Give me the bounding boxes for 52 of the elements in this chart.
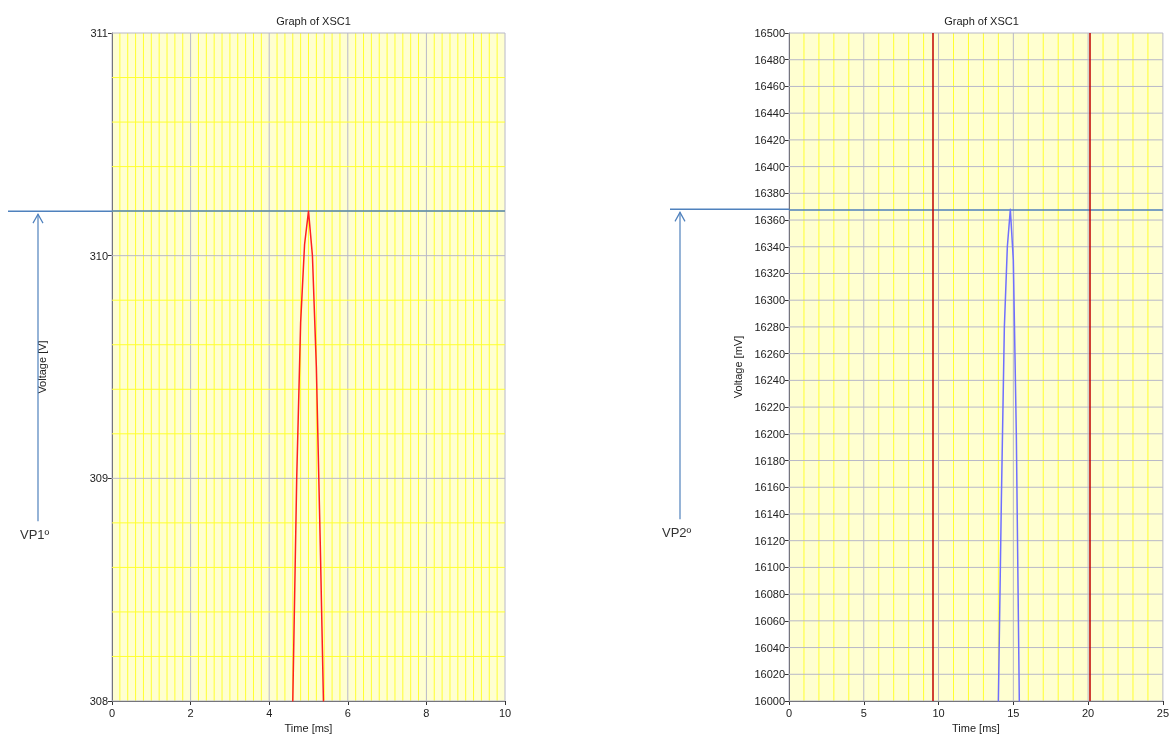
y-tick-label: 311	[90, 27, 108, 39]
x-tick-label: 10	[498, 706, 512, 719]
y-tick-label: 16160	[754, 481, 785, 494]
y-tick-label: 16120	[754, 534, 785, 547]
y-tick-label: 310	[89, 249, 108, 262]
chart-title: Graph of XSC1	[276, 14, 351, 27]
y-tick-label: 16100	[754, 561, 785, 574]
x-axis-title: Time [ms]	[284, 722, 333, 735]
y-axis-title: Voltage [V]	[35, 340, 48, 394]
y-tick-label: 16040	[754, 641, 785, 654]
line-series	[997, 208, 1021, 702]
x-tick-label: 2	[187, 706, 194, 719]
y-tick-label: 16240	[754, 374, 785, 387]
y-tick-label: 16280	[754, 320, 785, 333]
x-axis-title: Time [ms]	[952, 722, 1000, 735]
x-tick-label: 10	[932, 706, 945, 719]
y-tick-label: 16320	[754, 267, 785, 280]
y-tick-label: 16020	[754, 668, 785, 681]
y-tick-label: 16260	[754, 347, 785, 360]
y-tick-label: 16500	[754, 27, 785, 39]
x-tick-label: 5	[860, 706, 867, 719]
x-tick-label: 0	[108, 706, 116, 719]
x-tick-label: 4	[266, 706, 273, 719]
x-tick-label: 25	[1156, 706, 1170, 719]
y-tick-label: 16340	[754, 240, 785, 253]
y-tick-label: 309	[89, 472, 108, 485]
x-tick-label: 20	[1081, 706, 1095, 719]
y-tick-label: 16380	[754, 187, 785, 200]
x-tick-label: 15	[1007, 706, 1020, 719]
y-tick-label: 16360	[754, 214, 785, 227]
x-tick-label: 0	[785, 706, 793, 719]
y-tick-label: 16420	[754, 133, 785, 146]
x-tick-label: 8	[423, 706, 430, 719]
y-tick-label: 16220	[754, 401, 785, 414]
y-tick-label: 16400	[754, 160, 785, 173]
text: VP1º	[20, 527, 50, 543]
y-tick-label: 16200	[754, 427, 785, 440]
y-tick-label: 16140	[754, 507, 785, 520]
y-tick-label: 16000	[754, 695, 785, 707]
y-tick-label: 16180	[754, 454, 785, 467]
y-axis-title: Voltage [mV]	[732, 335, 745, 399]
chart-title: Graph of XSC1	[944, 14, 1019, 27]
y-tick-label: 16080	[754, 588, 785, 601]
line-series	[292, 210, 325, 702]
x-tick-label: 6	[344, 706, 351, 719]
y-tick-label: 16060	[754, 614, 785, 627]
y-tick-label: 16440	[754, 107, 785, 120]
y-tick-label: 308	[89, 695, 108, 707]
text: VP2º	[662, 525, 692, 541]
y-tick-label: 16460	[754, 80, 785, 93]
y-tick-label: 16300	[754, 294, 785, 307]
y-tick-label: 16480	[754, 53, 785, 66]
